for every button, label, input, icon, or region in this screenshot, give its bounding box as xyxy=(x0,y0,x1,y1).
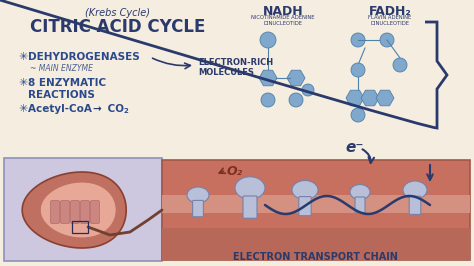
FancyBboxPatch shape xyxy=(192,200,203,217)
Circle shape xyxy=(393,58,407,72)
Text: ✳: ✳ xyxy=(18,78,27,88)
Text: ✳: ✳ xyxy=(18,52,27,62)
Text: DEHYDROGENASES: DEHYDROGENASES xyxy=(28,52,140,62)
Bar xyxy=(162,228,470,260)
Polygon shape xyxy=(361,90,379,106)
FancyBboxPatch shape xyxy=(81,201,90,223)
Text: ~ MAIN ENZYME: ~ MAIN ENZYME xyxy=(30,64,93,73)
Text: CO: CO xyxy=(104,104,124,114)
Circle shape xyxy=(261,93,275,107)
Text: NICOTINAMIDE ADENINE
DINUCLEOTIDE: NICOTINAMIDE ADENINE DINUCLEOTIDE xyxy=(251,15,315,26)
Polygon shape xyxy=(287,70,305,86)
FancyBboxPatch shape xyxy=(409,196,421,214)
Text: →: → xyxy=(92,104,101,114)
Circle shape xyxy=(302,84,314,96)
Text: e⁻: e⁻ xyxy=(345,140,364,155)
Circle shape xyxy=(380,33,394,47)
Ellipse shape xyxy=(187,187,209,203)
Text: 2: 2 xyxy=(124,108,129,114)
FancyBboxPatch shape xyxy=(51,201,60,223)
Circle shape xyxy=(289,93,303,107)
FancyBboxPatch shape xyxy=(61,201,70,223)
PathPatch shape xyxy=(22,172,126,248)
Text: ELECTRON TRANSPORT CHAIN: ELECTRON TRANSPORT CHAIN xyxy=(233,252,397,262)
Circle shape xyxy=(351,108,365,122)
Polygon shape xyxy=(376,90,394,106)
Bar xyxy=(162,160,470,260)
Polygon shape xyxy=(346,90,364,106)
Bar xyxy=(4,158,162,261)
Text: ✳: ✳ xyxy=(18,104,27,114)
Text: (Krebs Cycle): (Krebs Cycle) xyxy=(85,8,151,18)
Text: 8 ENZYMATIC
REACTIONS: 8 ENZYMATIC REACTIONS xyxy=(28,78,106,99)
Ellipse shape xyxy=(292,181,318,200)
Text: CITRIC ACID CYCLE: CITRIC ACID CYCLE xyxy=(30,18,206,36)
Bar xyxy=(162,195,470,213)
Text: Acetyl-CoA: Acetyl-CoA xyxy=(28,104,95,114)
Circle shape xyxy=(351,33,365,47)
FancyBboxPatch shape xyxy=(355,197,365,213)
Text: O₂: O₂ xyxy=(227,165,243,178)
Text: NADH: NADH xyxy=(263,5,303,18)
Text: FLAVIN ADENINE
DINUCLEOTIDE: FLAVIN ADENINE DINUCLEOTIDE xyxy=(368,15,411,26)
Polygon shape xyxy=(259,70,277,86)
Circle shape xyxy=(351,63,365,77)
FancyBboxPatch shape xyxy=(71,201,80,223)
FancyBboxPatch shape xyxy=(243,196,257,218)
Ellipse shape xyxy=(235,177,265,199)
PathPatch shape xyxy=(40,182,116,238)
Text: FADH₂: FADH₂ xyxy=(369,5,411,18)
Ellipse shape xyxy=(403,181,427,199)
Circle shape xyxy=(260,32,276,48)
Bar xyxy=(72,221,88,233)
Ellipse shape xyxy=(350,185,370,200)
Text: ELECTRON-RICH
MOLECULES: ELECTRON-RICH MOLECULES xyxy=(198,58,273,77)
FancyBboxPatch shape xyxy=(299,197,311,216)
FancyBboxPatch shape xyxy=(91,201,100,223)
